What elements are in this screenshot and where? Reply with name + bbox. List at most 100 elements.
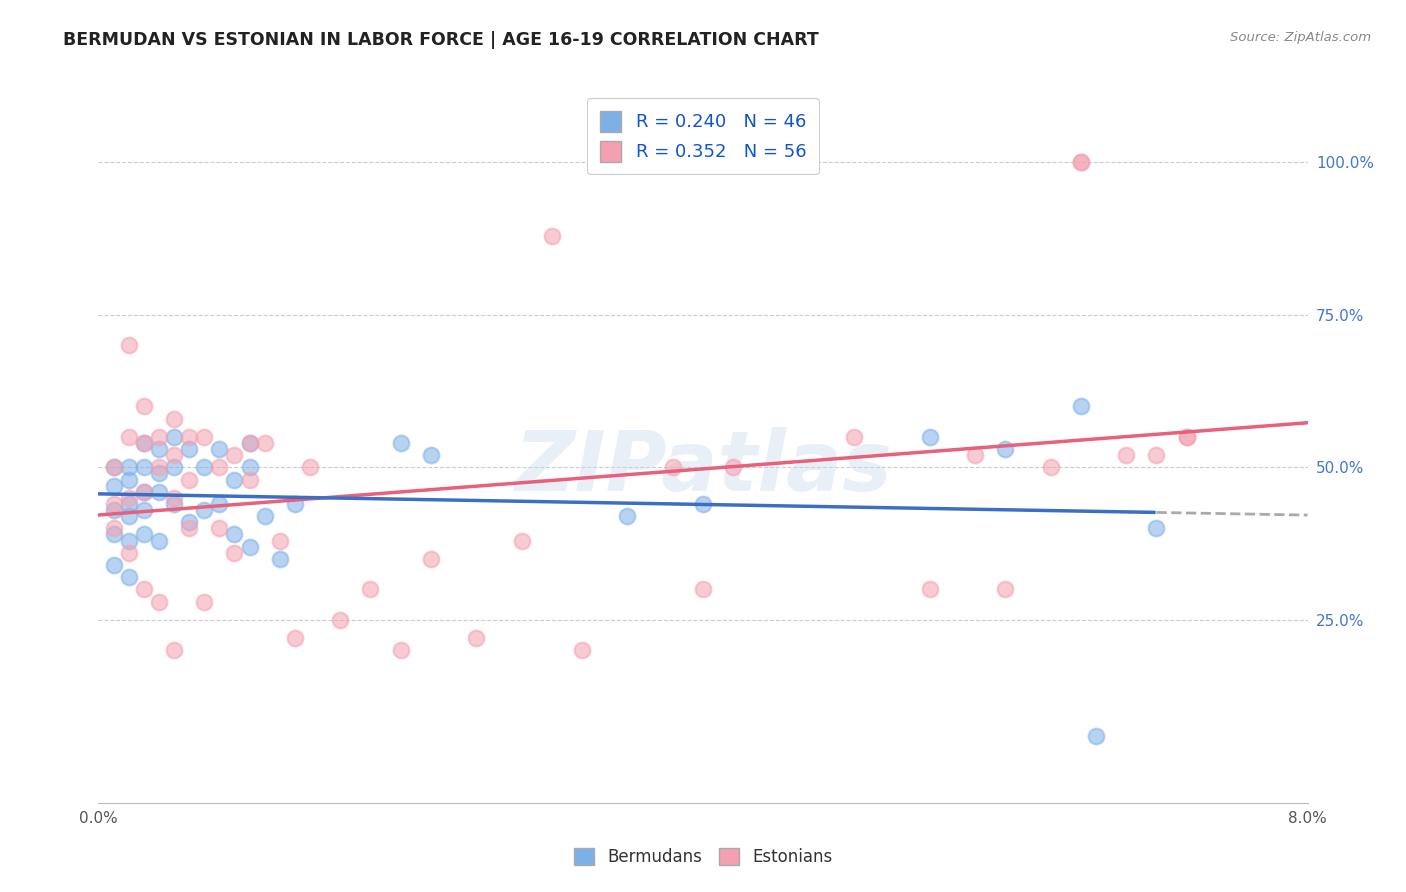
- Point: [118, 570, 141, 584]
- Point: [103, 497, 125, 511]
- Point: [692, 497, 714, 511]
- Point: [103, 558, 125, 572]
- Point: [239, 473, 262, 487]
- Legend: R = 0.240   N = 46, R = 0.352   N = 56: R = 0.240 N = 46, R = 0.352 N = 56: [586, 98, 820, 174]
- Point: [1070, 155, 1092, 169]
- Point: [118, 460, 141, 475]
- Point: [571, 643, 593, 657]
- Text: BERMUDAN VS ESTONIAN IN LABOR FORCE | AGE 16-19 CORRELATION CHART: BERMUDAN VS ESTONIAN IN LABOR FORCE | AG…: [63, 31, 820, 49]
- Text: Source: ZipAtlas.com: Source: ZipAtlas.com: [1230, 31, 1371, 45]
- Point: [389, 643, 412, 657]
- Point: [179, 473, 201, 487]
- Point: [118, 509, 141, 524]
- Point: [148, 533, 170, 548]
- Point: [239, 460, 262, 475]
- Point: [132, 582, 155, 597]
- Point: [269, 551, 291, 566]
- Point: [132, 527, 155, 541]
- Point: [239, 436, 262, 450]
- Point: [284, 631, 307, 645]
- Point: [148, 430, 170, 444]
- Point: [994, 442, 1017, 456]
- Point: [103, 478, 125, 492]
- Point: [193, 460, 215, 475]
- Point: [148, 442, 170, 456]
- Point: [1039, 460, 1062, 475]
- Point: [179, 430, 201, 444]
- Point: [208, 497, 231, 511]
- Point: [965, 448, 987, 462]
- Point: [103, 460, 125, 475]
- Point: [844, 430, 866, 444]
- Point: [163, 448, 186, 462]
- Point: [103, 460, 125, 475]
- Point: [132, 400, 155, 414]
- Point: [224, 546, 246, 560]
- Point: [179, 442, 201, 456]
- Point: [661, 460, 683, 475]
- Point: [253, 509, 276, 524]
- Point: [148, 594, 170, 608]
- Point: [253, 436, 276, 450]
- Point: [420, 448, 443, 462]
- Point: [1146, 521, 1168, 535]
- Point: [163, 430, 186, 444]
- Point: [692, 582, 714, 597]
- Point: [118, 491, 141, 505]
- Point: [163, 497, 186, 511]
- Point: [510, 533, 533, 548]
- Point: [224, 527, 246, 541]
- Point: [179, 521, 201, 535]
- Point: [224, 473, 246, 487]
- Point: [389, 436, 412, 450]
- Point: [1115, 448, 1137, 462]
- Point: [284, 497, 307, 511]
- Point: [193, 430, 215, 444]
- Point: [193, 503, 215, 517]
- Point: [329, 613, 352, 627]
- Point: [118, 338, 141, 352]
- Point: [132, 484, 155, 499]
- Point: [148, 467, 170, 481]
- Point: [239, 540, 262, 554]
- Point: [132, 484, 155, 499]
- Point: [179, 515, 201, 529]
- Point: [132, 436, 155, 450]
- Point: [132, 436, 155, 450]
- Point: [103, 503, 125, 517]
- Point: [360, 582, 382, 597]
- Point: [163, 460, 186, 475]
- Point: [118, 473, 141, 487]
- Point: [118, 546, 141, 560]
- Legend: Bermudans, Estonians: Bermudans, Estonians: [565, 840, 841, 875]
- Point: [103, 527, 125, 541]
- Point: [723, 460, 745, 475]
- Point: [193, 594, 215, 608]
- Point: [208, 442, 231, 456]
- Point: [148, 460, 170, 475]
- Point: [1175, 430, 1198, 444]
- Point: [1085, 729, 1108, 743]
- Point: [103, 521, 125, 535]
- Point: [918, 430, 941, 444]
- Point: [163, 491, 186, 505]
- Text: ZIPatlas: ZIPatlas: [515, 427, 891, 508]
- Point: [208, 460, 231, 475]
- Point: [1070, 155, 1092, 169]
- Point: [163, 411, 186, 425]
- Point: [118, 497, 141, 511]
- Point: [994, 582, 1017, 597]
- Point: [132, 503, 155, 517]
- Point: [132, 460, 155, 475]
- Point: [163, 643, 186, 657]
- Point: [1070, 400, 1092, 414]
- Point: [540, 228, 562, 243]
- Point: [465, 631, 488, 645]
- Point: [118, 430, 141, 444]
- Point: [269, 533, 291, 548]
- Point: [118, 533, 141, 548]
- Point: [208, 521, 231, 535]
- Point: [239, 436, 262, 450]
- Point: [918, 582, 941, 597]
- Point: [616, 509, 638, 524]
